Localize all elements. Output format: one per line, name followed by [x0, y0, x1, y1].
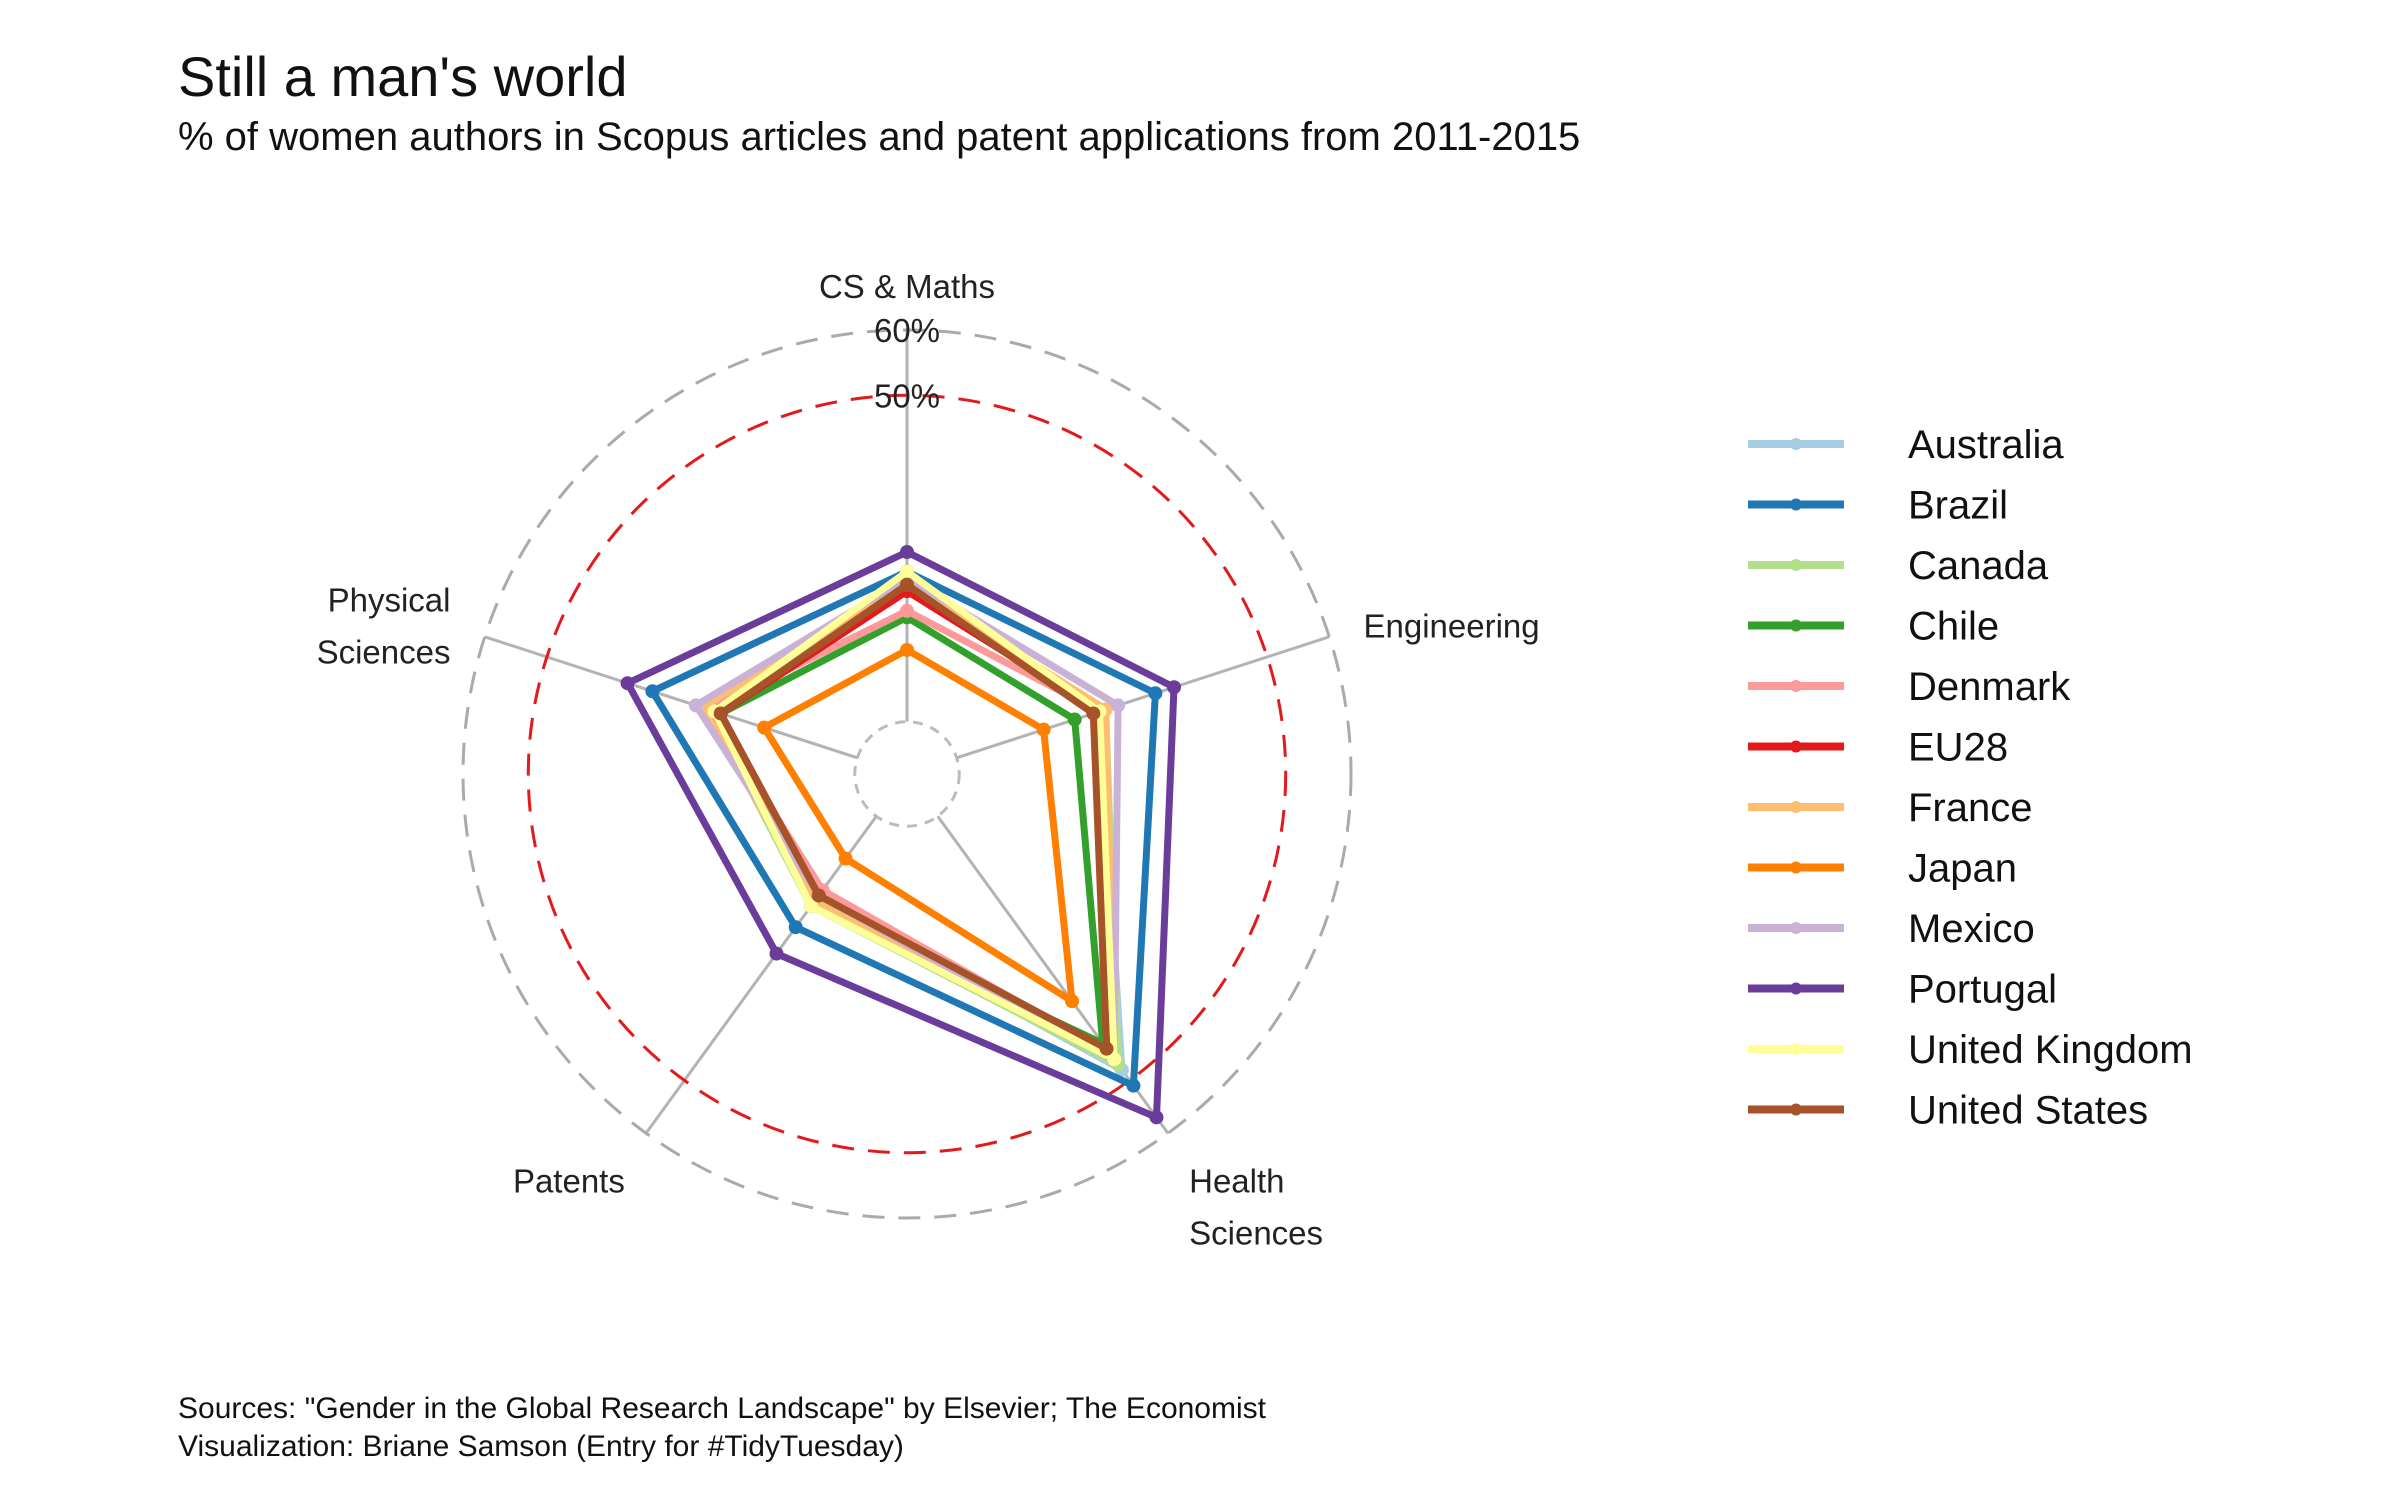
legend-marker [1790, 740, 1802, 753]
grid-circle-zero [853, 720, 961, 828]
data-point [838, 851, 853, 866]
series-line [711, 568, 1118, 1063]
legend-label: Canada [1908, 544, 2049, 588]
axis-label: CS & Maths [819, 268, 995, 305]
data-point [688, 698, 703, 713]
legend-item: United States [1748, 1089, 2148, 1133]
legend-label: United States [1908, 1089, 2148, 1133]
legend-marker [1790, 559, 1802, 571]
legend-item: France [1748, 786, 2033, 830]
data-point [1099, 1041, 1114, 1056]
legend-item: Japan [1748, 847, 2017, 891]
data-point [788, 920, 803, 935]
caption-visualization: Visualization: Briane Samson (Entry for … [178, 1430, 904, 1463]
data-point [645, 684, 660, 699]
series-line [760, 646, 1076, 1005]
data-point [1067, 712, 1082, 727]
legend-item: Chile [1748, 605, 1999, 649]
legend-marker [1790, 1103, 1802, 1116]
data-point [1149, 1110, 1164, 1125]
legend-label: Mexico [1908, 907, 2035, 951]
data-point [1065, 994, 1080, 1009]
series-portugal [620, 545, 1182, 1125]
axis-label: Physical [328, 582, 451, 619]
data-point [1111, 698, 1126, 713]
legend-marker [1790, 801, 1802, 813]
axis-labels: CS & Maths Engineering Health Sciences Paten… [317, 268, 1540, 1251]
radar-grid: 50% 60% [461, 312, 1353, 1220]
legend-label: France [1908, 786, 2033, 830]
tick-label: 60% [874, 312, 940, 349]
legend-label: Portugal [1908, 968, 2057, 1012]
legend-label: Denmark [1908, 665, 2071, 709]
data-point [1107, 1052, 1122, 1067]
legend-marker [1790, 922, 1802, 934]
legend-marker [1790, 1043, 1802, 1055]
legend-marker [1790, 619, 1802, 632]
legend-label: Brazil [1908, 484, 2008, 528]
legend-item: Brazil [1748, 484, 2008, 528]
data-point [900, 642, 914, 657]
data-point [900, 564, 914, 579]
data-point [757, 720, 772, 735]
grid-ring [526, 393, 1288, 1155]
legend-item: EU28 [1748, 726, 2008, 770]
legend-item: Denmark [1748, 665, 2071, 709]
legend-label: Chile [1908, 605, 1999, 649]
series-layer [620, 545, 1182, 1125]
legend-marker [1790, 861, 1802, 874]
data-point [1086, 706, 1101, 721]
legend-label: Australia [1908, 423, 2064, 467]
legend-item: Canada [1748, 544, 2049, 588]
data-point [811, 888, 826, 903]
data-point [1036, 722, 1051, 737]
series-japan [757, 642, 1080, 1009]
tick-label: 50% [874, 377, 940, 414]
legend-item: Portugal [1748, 968, 2057, 1012]
data-point [900, 603, 914, 618]
data-point [713, 706, 728, 721]
legend-label: United Kingdom [1908, 1028, 2193, 1072]
data-point [900, 577, 914, 592]
axis-label: Health [1189, 1162, 1284, 1199]
grid-ring [461, 328, 1353, 1220]
legend-item: Mexico [1748, 907, 2035, 951]
series-line [648, 568, 1159, 1090]
legend-item: United Kingdom [1748, 1028, 2193, 1072]
legend-marker [1790, 680, 1802, 692]
series-line [717, 581, 1111, 1053]
legend-label: Japan [1908, 847, 2017, 891]
legend: Australia Brazil Canada Chile Denmark EU28 Fra… [1748, 423, 2193, 1133]
series-line [624, 548, 1178, 1121]
chart-title: Still a man's world [178, 45, 628, 108]
data-point [804, 899, 819, 914]
legend-marker [1790, 982, 1802, 995]
axis-spoke [956, 635, 1330, 760]
axis-label: Patents [513, 1162, 625, 1199]
axis-label: Sciences [1189, 1214, 1323, 1251]
data-point [900, 545, 914, 559]
chart-subtitle: % of women authors in Scopus articles an… [178, 115, 1580, 159]
legend-label: EU28 [1908, 726, 2008, 770]
data-point [1167, 680, 1182, 695]
data-point [620, 676, 635, 691]
data-point [769, 946, 784, 961]
axis-label: Engineering [1364, 608, 1540, 645]
data-point [1148, 686, 1163, 701]
series-united-states [713, 577, 1114, 1056]
legend-item: Australia [1748, 423, 2064, 467]
legend-marker [1790, 438, 1802, 450]
legend-marker [1790, 498, 1802, 511]
axis-label: Sciences [317, 634, 451, 671]
caption-sources: Sources: "Gender in the Global Research … [178, 1392, 1267, 1425]
data-point [1126, 1078, 1141, 1093]
